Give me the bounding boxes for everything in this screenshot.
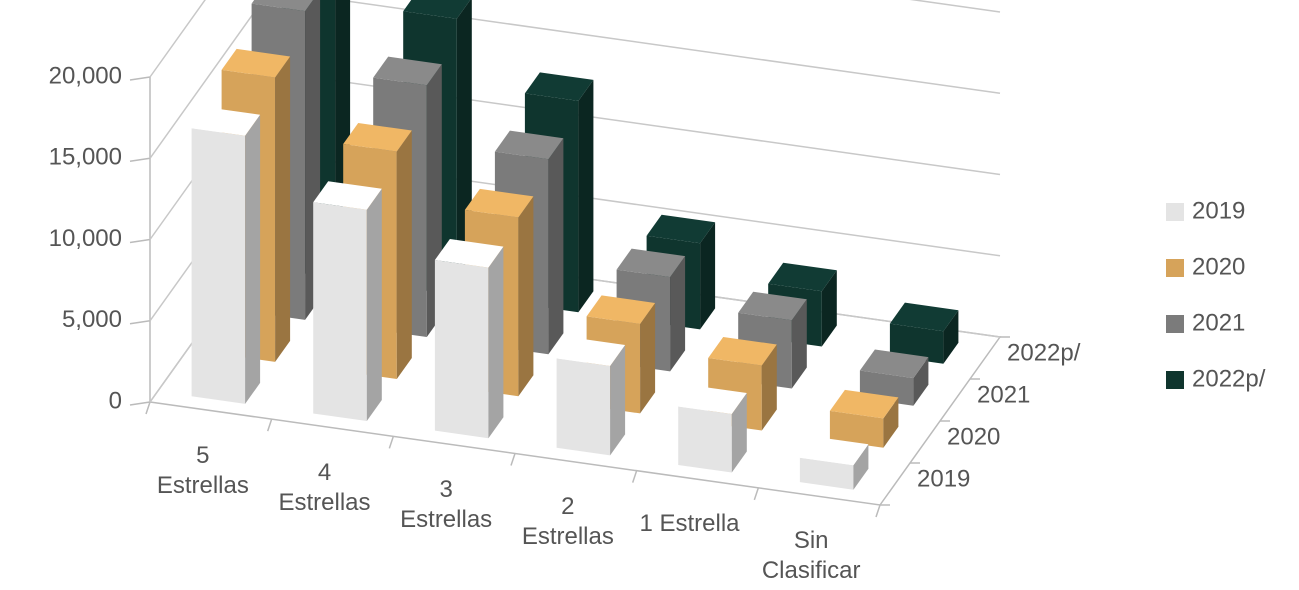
bar-side: [275, 56, 291, 362]
bar-top: [586, 295, 656, 324]
bar-side: [670, 256, 686, 372]
bar-side: [700, 222, 716, 330]
x-tick: [510, 453, 516, 466]
bar-top: [738, 291, 807, 321]
bar-top: [799, 436, 869, 466]
bar-side: [913, 357, 929, 406]
y-tick-label: 20,000: [49, 62, 122, 89]
x-tick-label: 4 Estrellas: [278, 458, 371, 516]
y-tick: [129, 238, 151, 244]
legend-swatch: [1166, 371, 1184, 389]
bar-front: [434, 260, 489, 439]
legend-swatch: [1166, 259, 1184, 277]
x-tick: [145, 401, 151, 415]
x-tick-label: 5 Estrellas: [156, 441, 249, 499]
y-tick-label: 0: [109, 387, 122, 414]
bar: [434, 239, 504, 439]
bar-side: [488, 246, 504, 439]
x-tick: [266, 418, 273, 432]
bar-front: [191, 128, 246, 404]
legend-label: 2020: [1192, 253, 1245, 280]
bar-top: [646, 214, 716, 244]
bar-side: [883, 397, 899, 448]
y-tick: [129, 157, 151, 162]
z-tick-label: 2022p/: [1007, 339, 1081, 366]
bar-top: [889, 302, 959, 332]
bar-side: [396, 130, 412, 379]
y-tick: [129, 320, 151, 325]
bar-top: [464, 188, 534, 218]
x-tick: [875, 504, 881, 518]
bar-top: [678, 385, 747, 414]
bar: [829, 389, 899, 448]
bar-side: [548, 138, 564, 355]
x-tick-label: 3 Estrellas: [400, 475, 493, 533]
bar-side: [640, 303, 656, 414]
bar: [678, 385, 747, 473]
bar-top: [524, 72, 594, 101]
z-tick-label: 2021: [977, 381, 1030, 408]
bar-top: [403, 0, 471, 19]
bar: [313, 181, 382, 421]
x-tick: [753, 487, 760, 501]
bar-front: [313, 202, 367, 421]
bar-side: [245, 114, 261, 404]
bar-top: [708, 337, 777, 366]
x-tick-label: 1 Estrella: [639, 510, 740, 538]
bar-front: [556, 358, 611, 456]
bar: [191, 107, 261, 404]
bar-top: [434, 239, 504, 268]
legend-swatch: [1166, 203, 1184, 221]
bar-top: [373, 56, 442, 86]
legend-label: 2022p/: [1192, 365, 1266, 392]
bar-side: [821, 270, 837, 347]
bar-side: [761, 344, 777, 431]
bar-front: [829, 410, 884, 448]
legend-label: 2019: [1192, 197, 1245, 224]
bar-top: [829, 389, 899, 419]
bar-side: [791, 299, 807, 389]
bar-top: [221, 48, 291, 78]
bar-top: [616, 248, 686, 278]
bar-front: [678, 406, 732, 473]
bar-side: [366, 188, 382, 421]
bar-side: [853, 444, 869, 490]
x-tick: [631, 470, 638, 483]
x-tick: [388, 436, 395, 449]
bar-side: [578, 79, 594, 313]
y-tick-label: 5,000: [62, 306, 122, 333]
z-tick-label: 2019: [917, 465, 970, 492]
bar-top: [494, 130, 564, 160]
bar-top: [343, 123, 412, 152]
y-tick: [129, 401, 151, 406]
y-tick: [129, 76, 151, 81]
bar-side: [731, 393, 747, 473]
z-tick-label: 2020: [947, 423, 1000, 450]
legend-swatch: [1166, 315, 1184, 333]
bar-top: [251, 0, 314, 12]
bar-top: [768, 262, 837, 292]
bar-top: [556, 337, 626, 366]
bar-top: [313, 181, 382, 210]
y-tick-label: 15,000: [49, 144, 122, 171]
bar-side: [610, 345, 626, 456]
bar: [799, 436, 869, 490]
bar-top: [191, 107, 261, 136]
bar-side: [518, 196, 534, 397]
x-tick-label: 2 Estrellas: [521, 493, 614, 551]
y-tick-label: 10,000: [49, 225, 122, 252]
bar-side: [943, 310, 959, 364]
bar-front: [799, 457, 854, 490]
grid-line: [149, 0, 1001, 159]
bar-top: [859, 349, 929, 379]
grid-line: [149, 0, 1001, 78]
x-tick-label: Sin Clasificar: [761, 527, 861, 585]
bar: [556, 337, 626, 456]
legend-label: 2021: [1192, 309, 1245, 336]
